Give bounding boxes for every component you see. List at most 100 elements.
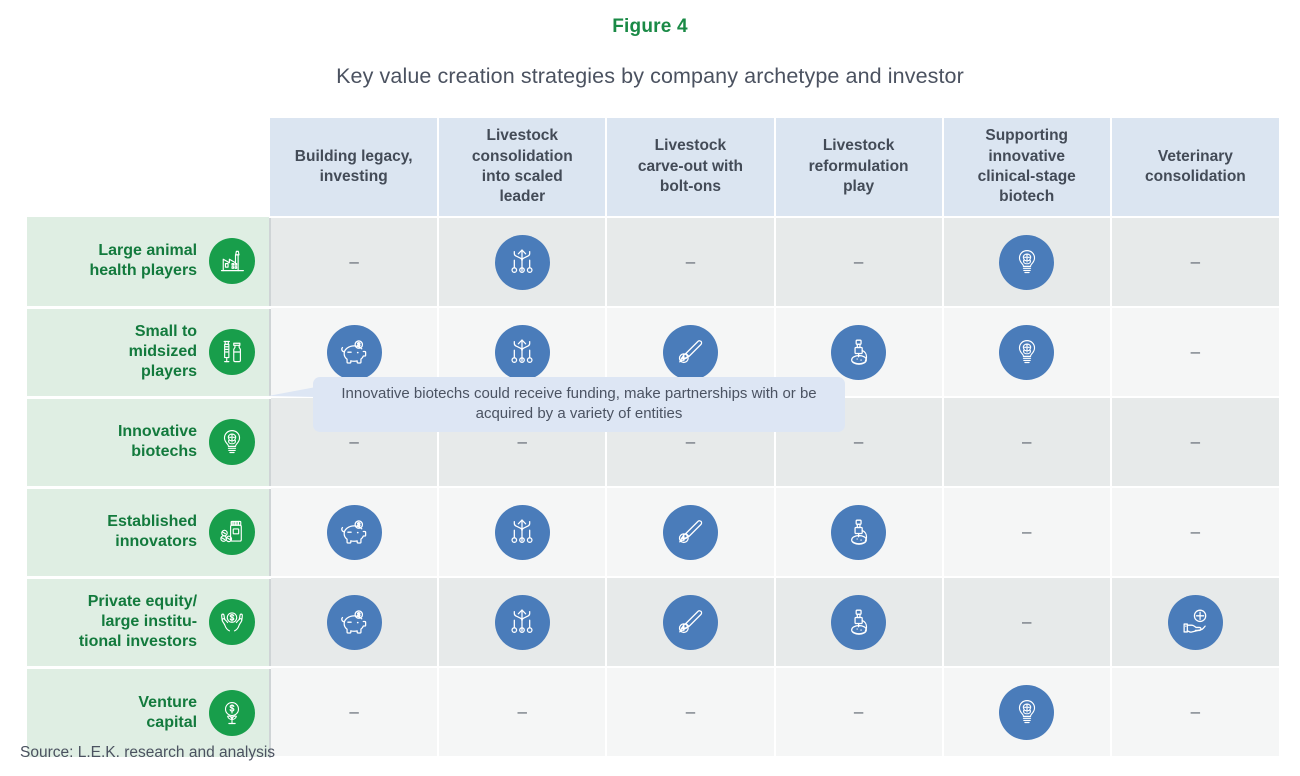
microscope-icon (831, 504, 887, 560)
cell-established-innovators--supporting-innovative-clinical-stage-biotech: – (942, 487, 1112, 578)
hand-cross-icon (1167, 594, 1223, 650)
figure-title: Key value creation strategies by company… (336, 64, 964, 88)
cell-small-to-midsized-players--livestock-reformulation-play (774, 307, 944, 398)
column-header-label: Veterinary consolidation (1145, 147, 1246, 185)
cell-large-animal-health-players--supporting-innovative-clinical-stage-biotech (942, 217, 1112, 308)
cell-private-equity-large-institutional-investors--livestock-reformulation-play (774, 577, 944, 668)
row-label-text: Large animal health players (89, 242, 198, 280)
matrix-row: Established innovators – – (27, 487, 1279, 579)
column-header-building-legacy-investing: Building legacy, investing (270, 118, 440, 218)
pill-bottle-icon (209, 509, 256, 555)
scalpel-plus-icon (662, 324, 718, 380)
empty-dash: – (1190, 431, 1201, 451)
empty-dash: – (517, 431, 528, 451)
merge-arrows-icon (494, 594, 550, 650)
column-header-supporting-innovative-clinical-stage-biotech: Supporting innovative clinical-stage bio… (942, 118, 1112, 218)
matrix-row: Large animal health players – – – – (27, 217, 1279, 309)
scalpel-plus-icon (662, 594, 718, 650)
matrix-header: Building legacy, investing Livestock cons… (27, 118, 1279, 218)
empty-dash: – (1190, 521, 1201, 541)
empty-dash: – (349, 431, 359, 451)
row-label-venture-capital: Venture capital (27, 667, 272, 757)
merge-arrows-icon (494, 234, 550, 290)
corner-spacer (27, 118, 271, 217)
empty-dash: – (853, 701, 864, 721)
merge-arrows-icon (494, 324, 550, 380)
cell-established-innovators--livestock-carve-out-with-bolt-ons (606, 487, 776, 578)
piggy-bank-icon (326, 594, 382, 650)
matrix-row: Innovative biotechs – – – – – – (27, 397, 1279, 489)
brain-bulb-icon (209, 419, 256, 465)
cell-large-animal-health-players--livestock-consolidation-into-scaled-leader (438, 217, 608, 308)
empty-dash: – (853, 251, 864, 271)
cell-private-equity-large-institutional-investors--building-legacy-investing (270, 577, 440, 668)
cell-venture-capital--supporting-innovative-clinical-stage-biotech (942, 667, 1112, 758)
empty-dash: – (685, 701, 696, 721)
matrix-row: Private equity/ large institu- tional in… (27, 577, 1279, 669)
cell-established-innovators--livestock-reformulation-play (774, 487, 944, 578)
cell-venture-capital--livestock-carve-out-with-bolt-ons: – (606, 667, 776, 758)
cell-small-to-midsized-players--veterinary-consolidation: – (1110, 307, 1279, 398)
cell-large-animal-health-players--veterinary-consolidation: – (1110, 217, 1279, 308)
column-header-label: Supporting innovative clinical-stage bio… (977, 127, 1076, 206)
cell-private-equity-large-institutional-investors--livestock-carve-out-with-bolt-ons (606, 577, 776, 668)
cell-private-equity-large-institutional-investors--supporting-innovative-clinical-stage-biotech: – (942, 577, 1112, 668)
row-label-private-equity-large-institutional-investors: Private equity/ large institu- tional in… (27, 577, 272, 669)
empty-dash: – (517, 701, 528, 721)
empty-dash: – (1190, 251, 1201, 271)
empty-dash: – (1190, 701, 1201, 721)
cell-venture-capital--veterinary-consolidation: – (1110, 667, 1279, 758)
cell-small-to-midsized-players--supporting-innovative-clinical-stage-biotech (942, 307, 1112, 398)
brain-bulb-icon (999, 684, 1055, 740)
cell-large-animal-health-players--livestock-carve-out-with-bolt-ons: – (606, 217, 776, 308)
empty-dash: – (349, 251, 359, 271)
brain-bulb-icon (999, 234, 1055, 290)
empty-dash: – (853, 431, 864, 451)
row-label-text: Private equity/ large institu- tional in… (78, 593, 198, 650)
empty-dash: – (1021, 431, 1032, 451)
piggy-bank-icon (326, 504, 382, 560)
cell-innovative-biotechs--supporting-innovative-clinical-stage-biotech: – (942, 397, 1112, 488)
syringe-vial-icon (209, 328, 256, 375)
empty-dash: – (1021, 521, 1032, 541)
column-header-label: Building legacy, investing (294, 147, 413, 185)
callout-innovative-biotechs: Innovative biotechs could receive fundin… (313, 377, 845, 432)
column-header-label: Livestock carve-out with bolt-ons (637, 137, 743, 196)
row-label-text: Small to midsized players (128, 323, 198, 380)
empty-dash: – (685, 251, 696, 271)
microscope-icon (831, 594, 887, 650)
empty-dash: – (1190, 341, 1201, 361)
matrix-row: Venture capital – – – – – (27, 667, 1279, 758)
row-label-text: Innovative biotechs (117, 423, 198, 460)
row-label-large-animal-health-players: Large animal health players (27, 217, 272, 309)
microscope-icon (831, 324, 887, 380)
column-header-livestock-carve-out-with-bolt-ons: Livestock carve-out with bolt-ons (606, 118, 776, 218)
cell-private-equity-large-institutional-investors--livestock-consolidation-into-scaled-leader (438, 577, 608, 668)
callout-pointer-icon (268, 387, 316, 397)
strategy-matrix: Building legacy, investing Livestock cons… (27, 118, 1279, 758)
dollar-sprout-icon (209, 689, 256, 736)
header-row: Building legacy, investing Livestock cons… (27, 118, 1279, 218)
cell-large-animal-health-players--livestock-reformulation-play: – (774, 217, 944, 308)
row-label-innovative-biotechs: Innovative biotechs (27, 397, 272, 489)
column-header-livestock-consolidation-into-scaled-leader: Livestock consolidation into scaled lead… (438, 118, 608, 218)
matrix-table: Building legacy, investing Livestock cons… (27, 118, 1279, 758)
column-header-label: Livestock consolidation into scaled lead… (471, 127, 573, 206)
row-label-text: Established innovators (107, 513, 198, 550)
empty-dash: – (1021, 611, 1032, 631)
cell-innovative-biotechs--veterinary-consolidation: – (1110, 397, 1279, 488)
cell-venture-capital--livestock-reformulation-play: – (774, 667, 944, 758)
cell-large-animal-health-players--building-legacy-investing: – (270, 217, 440, 308)
piggy-bank-icon (326, 324, 382, 380)
scalpel-plus-icon (662, 504, 718, 560)
cell-established-innovators--livestock-consolidation-into-scaled-leader (438, 487, 608, 578)
matrix-body: Large animal health players – – – – Small to … (27, 217, 1279, 758)
column-header-label: Livestock reformulation play (808, 137, 909, 196)
cell-established-innovators--building-legacy-investing (270, 487, 440, 578)
row-label-text: Venture capital (138, 693, 198, 731)
row-label-small-to-midsized-players: Small to midsized players (27, 307, 272, 399)
row-label-established-innovators: Established innovators (27, 487, 272, 579)
callout-text: Innovative biotechs could receive fundin… (341, 385, 817, 422)
cell-established-innovators--veterinary-consolidation: – (1110, 487, 1279, 578)
merge-arrows-icon (494, 504, 550, 560)
